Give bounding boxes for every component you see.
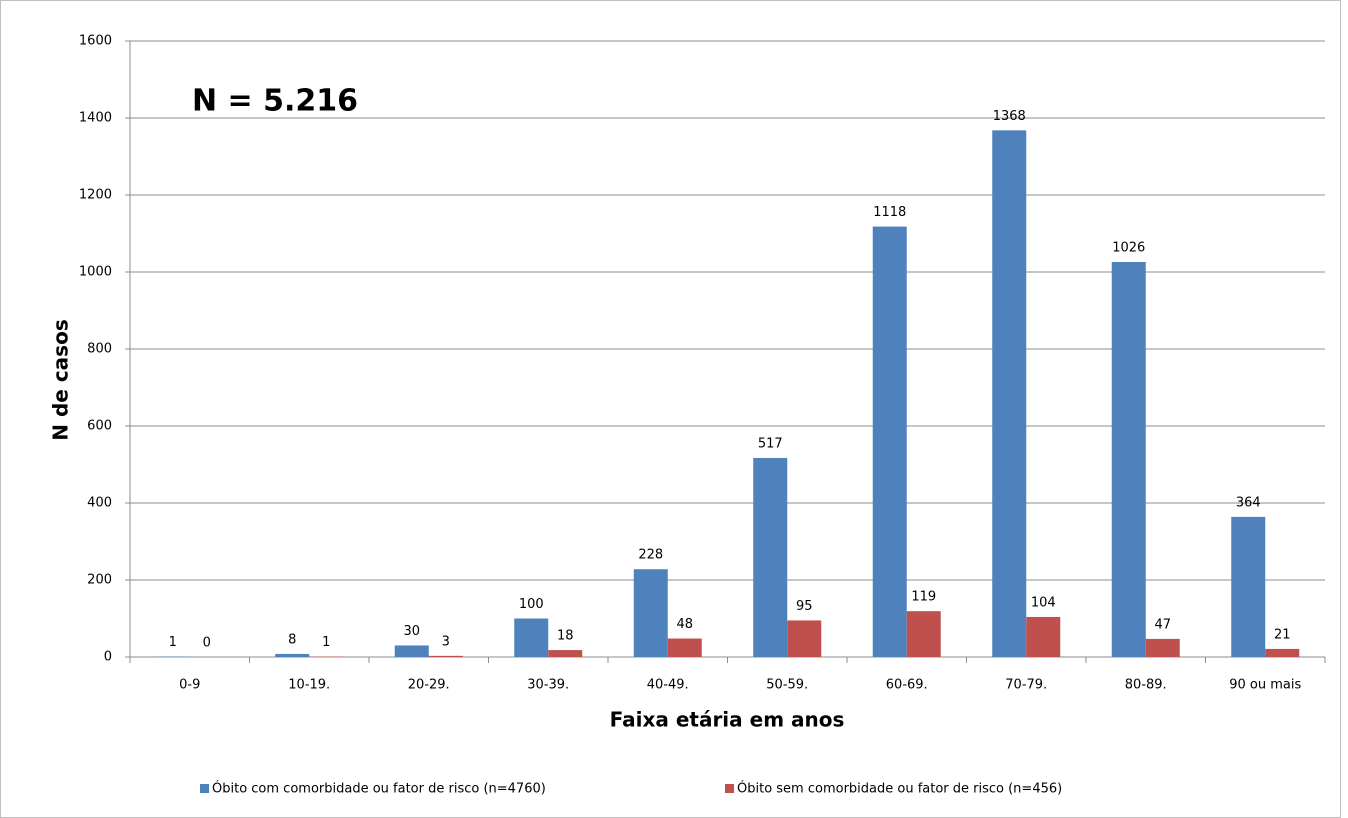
legend-swatch <box>725 784 734 793</box>
y-tick-label: 800 <box>87 342 112 357</box>
x-axis-title: Faixa etária em anos <box>610 708 845 732</box>
data-label: 18 <box>557 629 574 644</box>
data-label: 0 <box>203 636 211 651</box>
y-tick-label: 400 <box>87 496 112 511</box>
x-tick-label: 20-29. <box>408 678 450 693</box>
x-tick-label: 0-9 <box>179 678 200 693</box>
bar <box>906 611 941 657</box>
x-tick-label: 10-19. <box>288 678 330 693</box>
bar <box>872 226 907 657</box>
data-label: 100 <box>519 597 544 612</box>
y-tick-label: 200 <box>87 573 112 588</box>
y-tick-label: 1200 <box>79 188 112 203</box>
bar <box>667 638 702 657</box>
bar <box>787 620 822 657</box>
data-label: 47 <box>1154 617 1171 632</box>
data-label: 95 <box>796 599 813 614</box>
data-label: 1368 <box>993 109 1026 124</box>
bar <box>1111 261 1146 657</box>
x-tick-label: 90 ou mais <box>1229 678 1301 693</box>
x-tick-label: 80-89. <box>1125 678 1167 693</box>
data-label: 119 <box>911 590 936 605</box>
data-label: 364 <box>1236 495 1261 510</box>
data-label: 1026 <box>1112 240 1145 255</box>
bar <box>992 130 1027 657</box>
bar <box>394 645 429 657</box>
x-tick-label: 30-39. <box>527 678 569 693</box>
data-label: 1118 <box>873 205 906 220</box>
data-label: 48 <box>676 617 693 632</box>
data-label: 517 <box>758 436 783 451</box>
legend-swatch <box>200 784 209 793</box>
bar <box>275 653 310 657</box>
bar <box>633 569 668 657</box>
data-label: 21 <box>1274 627 1291 642</box>
legend-label: Óbito com comorbidade ou fator de risco … <box>212 781 546 797</box>
bar <box>753 457 788 657</box>
data-label: 3 <box>442 634 450 649</box>
bar <box>1265 648 1300 657</box>
bar <box>1026 616 1061 657</box>
bar <box>514 618 549 657</box>
legend-label: Óbito sem comorbidade ou fator de risco … <box>737 781 1062 797</box>
y-tick-label: 0 <box>104 650 112 665</box>
y-tick-label: 1600 <box>79 34 112 49</box>
data-label: 30 <box>403 624 420 639</box>
y-tick-label: 1000 <box>79 265 112 280</box>
bar <box>428 655 463 657</box>
x-tick-label: 40-49. <box>647 678 689 693</box>
y-tick-label: 600 <box>87 419 112 434</box>
data-label: 1 <box>322 635 330 650</box>
bar <box>1145 638 1180 657</box>
y-tick-label: 1400 <box>79 111 112 126</box>
data-label: 228 <box>638 548 663 563</box>
data-label: 104 <box>1031 595 1056 610</box>
data-label: 1 <box>169 635 177 650</box>
data-label: 8 <box>288 632 296 647</box>
bar <box>1231 516 1266 657</box>
x-tick-label: 60-69. <box>886 678 928 693</box>
y-axis-title: N de casos <box>49 319 73 440</box>
x-tick-label: 70-79. <box>1005 678 1047 693</box>
bar <box>548 650 583 657</box>
x-tick-label: 50-59. <box>766 678 808 693</box>
annotation: N = 5.216 <box>192 84 358 119</box>
